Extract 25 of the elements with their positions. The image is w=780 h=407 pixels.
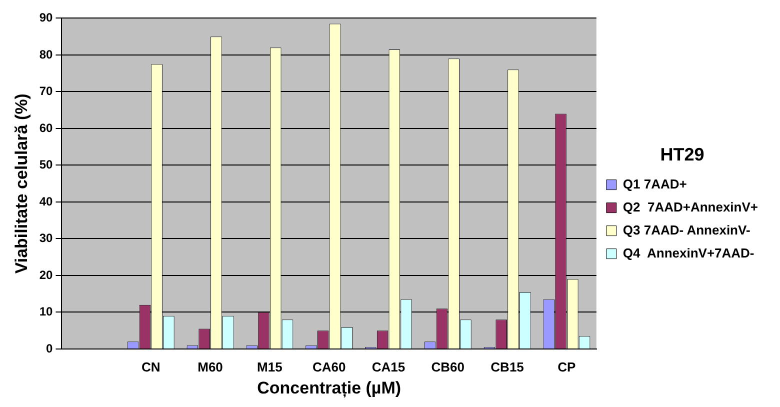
x-tick-label: CA15 (372, 359, 406, 374)
legend-label: Q4 AnnexinV+7AAD- (622, 245, 754, 260)
x-tick-label: CN (141, 359, 160, 374)
y-tick-label: 90 (39, 10, 54, 25)
y-tick-label: 0 (46, 341, 54, 356)
x-tick-label: CB60 (431, 359, 465, 374)
legend-title: HT29 (660, 144, 704, 165)
y-axis-title: Viabilitate celulară (%) (12, 94, 31, 274)
x-tick-label: CP (558, 359, 576, 374)
legend-label: Q2 7AAD+AnnexinV+ (622, 199, 758, 214)
legend-label: Q3 7AAD- AnnexinV- (622, 222, 750, 238)
x-tick-label: M15 (257, 359, 282, 374)
legend-label: Q1 7AAD+ (622, 176, 688, 192)
x-tick-label: CB15 (490, 359, 524, 374)
y-tick-label: 50 (39, 158, 54, 172)
x-tick-label: CA60 (312, 359, 346, 374)
y-tick-label: 70 (39, 84, 54, 98)
y-tick-label: 40 (39, 194, 54, 208)
y-tick-label: 60 (39, 120, 54, 135)
y-tick-label: 80 (39, 47, 54, 62)
x-axis-title: Concentrație (µM) (257, 378, 402, 398)
y-tick-label: 30 (39, 231, 54, 246)
y-tick-label: 20 (39, 268, 54, 282)
y-tick-label: 10 (39, 304, 54, 319)
x-tick-label: M60 (198, 359, 223, 374)
